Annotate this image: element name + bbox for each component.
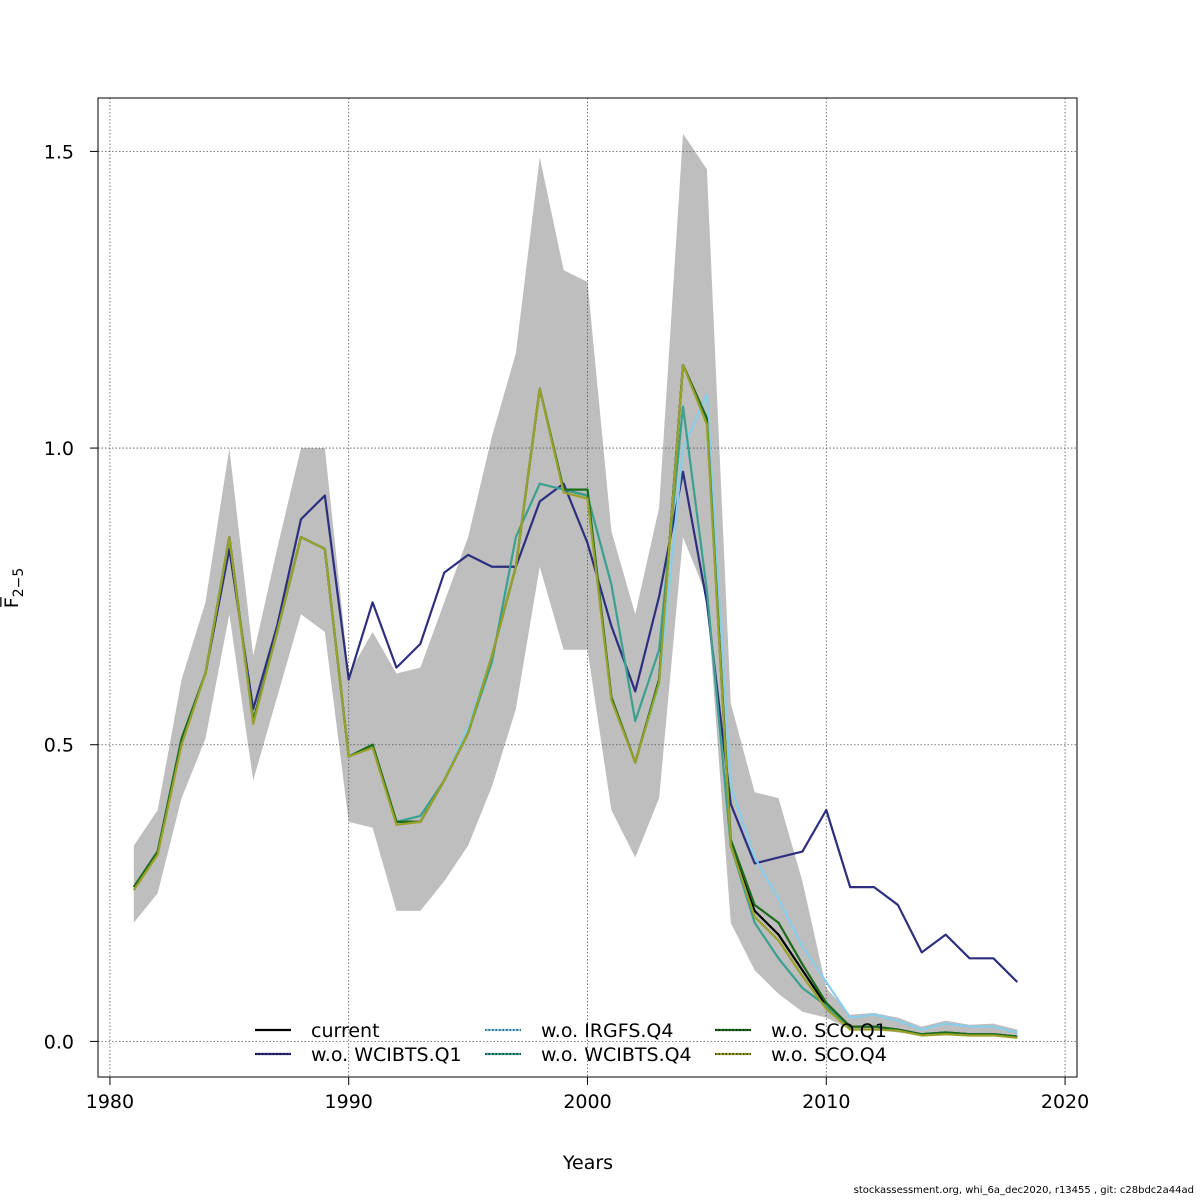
x-tick-label: 1980 <box>86 1091 134 1113</box>
series-layer <box>132 363 1019 1039</box>
series-line-w-o-sco-q4 <box>132 363 1018 1039</box>
legend-label: w.o. IRGFS.Q4 <box>541 1020 673 1042</box>
y-tick-label: 1.5 <box>44 141 74 163</box>
y-tick-label: 0.5 <box>44 735 74 757</box>
legend-label: current <box>311 1020 380 1042</box>
grid-layer <box>98 98 1077 1077</box>
y-axis-title-subscript: 2−5 <box>11 568 27 598</box>
y-tick-label: 1.0 <box>44 438 74 460</box>
legend-label: w.o. WCIBTS.Q1 <box>311 1044 462 1066</box>
x-tick-label: 2020 <box>1041 1091 1089 1113</box>
x-tick-label: 2000 <box>563 1091 611 1113</box>
legend-label: w.o. SCO.Q4 <box>771 1044 887 1066</box>
x-axis-title: Years <box>562 1152 613 1174</box>
series-line-w-o-wcibts-q1 <box>132 470 1019 983</box>
confidence-band-layer <box>133 133 1018 1037</box>
legend-label: w.o. WCIBTS.Q4 <box>541 1044 692 1066</box>
footer-credit: stockassessment.org, whi_6a_dec2020, r13… <box>853 1185 1194 1196</box>
y-axis-title-main: F̅ <box>0 596 23 608</box>
confidence-band <box>133 133 1018 1037</box>
y-tick-label: 0.0 <box>44 1031 74 1053</box>
x-tick-label: 1990 <box>325 1091 373 1113</box>
axis-layer: 1980 1990 2000 2010 2020 0.0 0.5 1.0 1.5 <box>44 141 1089 1113</box>
legend-label: w.o. SCO.Q1 <box>771 1020 887 1042</box>
x-tick-label: 2010 <box>802 1091 850 1113</box>
y-axis-title: F̅2−5 <box>0 568 27 608</box>
